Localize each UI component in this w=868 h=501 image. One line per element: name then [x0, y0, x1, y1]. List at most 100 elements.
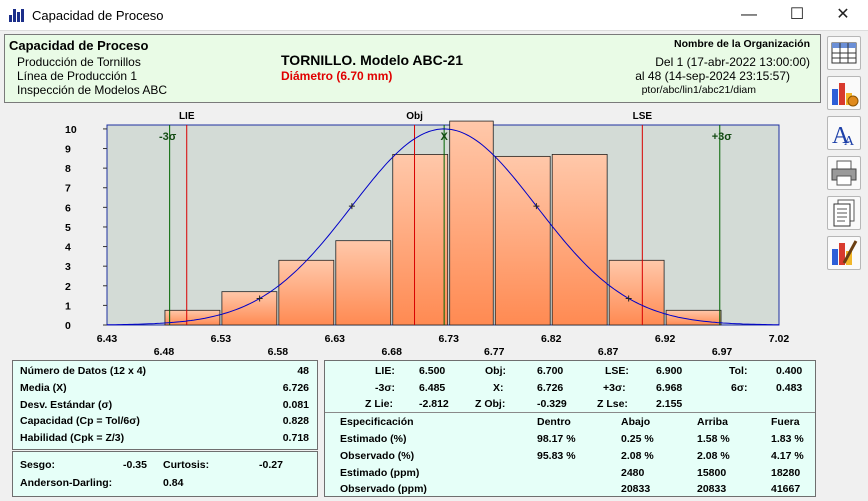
zobj-value: -0.329	[537, 398, 567, 410]
x-label: X:	[493, 382, 504, 394]
obj-label: Obj:	[485, 365, 506, 377]
document-button[interactable]	[827, 196, 861, 230]
y-tick-label: 7	[65, 183, 71, 195]
x-tick-label-top: 6.92	[655, 333, 676, 345]
ref-line-label: Obj	[406, 111, 423, 122]
panel-separator	[325, 412, 815, 413]
zlse-label: Z Lse:	[597, 398, 628, 410]
header-line-2: Línea de Producción 1	[17, 69, 138, 83]
minimize-button[interactable]: —	[741, 6, 757, 23]
spec-row-label: Estimado (%)	[340, 433, 407, 445]
six-sigma-label: 6σ:	[731, 382, 748, 394]
cap-label: Capacidad (Cp = Tol/6σ)	[20, 415, 140, 427]
shape-stats-panel: Sesgo: -0.35 Curtosis: -0.27 Anderson-Da…	[12, 451, 318, 497]
spec-stats-panel: LIE: 6.500 Obj: 6.700 LSE: 6.900 Tol: 0.…	[324, 360, 816, 497]
x-tick-label-top: 7.02	[769, 333, 790, 345]
zobj-label: Z Obj:	[475, 398, 506, 410]
report-header: Capacidad de Proceso Producción de Torni…	[4, 34, 821, 103]
charts-button[interactable]	[827, 76, 861, 110]
histogram-svg: 0 1 2 3 4 5 6 7 8 9 10 6.43 6.53 6.63 6.73 6.82 6.92 7.02…	[65, 111, 790, 358]
x-tick-label-top: 6.73	[438, 333, 459, 345]
close-button[interactable]: ✕	[836, 6, 850, 23]
svg-text:A: A	[844, 134, 855, 149]
spec-cell: 20833	[621, 483, 651, 495]
plus3s-value: 6.968	[656, 382, 683, 394]
svg-text:A: A	[832, 123, 850, 149]
ad-value: 0.84	[163, 477, 184, 489]
characteristic: Diámetro (6.70 mm)	[281, 69, 393, 83]
sesgo-label: Sesgo:	[20, 459, 56, 471]
y-tick-label: 4	[65, 242, 71, 254]
date-to: al 48 (14-sep-2024 23:15:57)	[635, 69, 790, 83]
date-from: Del 1 (17-abr-2022 13:00:00)	[655, 55, 810, 69]
spec-cell: 2480	[621, 467, 645, 479]
spec-cell: 41667	[771, 483, 801, 495]
y-tick-label: 9	[65, 144, 71, 156]
x-tick-label-top: 6.63	[325, 333, 346, 345]
ref-line-label: -3σ	[159, 131, 177, 143]
obj-value: 6.700	[537, 365, 564, 377]
printer-icon	[831, 160, 857, 186]
lse-value: 6.900	[656, 365, 683, 377]
spec-cell: 2.08 %	[621, 450, 654, 462]
histogram-bar	[494, 155, 551, 326]
maximize-button[interactable]: ☐	[789, 6, 805, 23]
curtosis-label: Curtosis:	[163, 459, 210, 471]
y-tick-label: 10	[65, 124, 77, 136]
print-button[interactable]	[827, 156, 861, 190]
histogram-bar	[164, 309, 221, 326]
media-label: Media (X)	[20, 382, 67, 394]
sigma-marker	[348, 203, 355, 210]
hab-label: Habilidad (Cpk = Z/3)	[20, 432, 125, 444]
y-tick-label: 0	[65, 320, 71, 332]
normal-curve	[106, 128, 779, 326]
zlse-value: 2.155	[656, 398, 683, 410]
plus3s-label: +3σ:	[603, 382, 626, 394]
spec-cell: 1.83 %	[771, 433, 804, 445]
cap-value: 0.828	[282, 415, 309, 427]
ref-line-label: X	[440, 131, 448, 143]
zlie-value: -2.812	[419, 398, 449, 410]
tol-value: 0.400	[776, 365, 803, 377]
spec-cell: 20833	[697, 483, 727, 495]
spec-header-3: Arriba	[697, 416, 728, 428]
spec-header-2: Abajo	[621, 416, 651, 428]
x-tick-label-top: 6.82	[541, 333, 562, 345]
table-icon	[831, 42, 857, 64]
spec-cell: 0.25 %	[621, 433, 654, 445]
y-tick-label: 2	[65, 281, 71, 293]
histogram-bar	[608, 259, 665, 326]
x-tick-label-bottom: 6.77	[484, 346, 505, 358]
x-tick-label-bottom: 6.58	[268, 346, 289, 358]
chart-palette-icon	[832, 240, 858, 265]
desv-label: Desv. Estándar (σ)	[20, 399, 113, 411]
lie-value: 6.500	[419, 365, 446, 377]
histogram-bar	[551, 154, 608, 326]
six-sigma-value: 0.483	[776, 382, 803, 394]
lse-label: LSE:	[605, 365, 629, 377]
chart-palette-button[interactable]	[827, 236, 861, 270]
histogram-bar	[392, 154, 449, 326]
spec-cell: 95.83 %	[537, 450, 576, 462]
histogram-bar	[221, 291, 278, 326]
y-tick-label: 5	[65, 222, 71, 234]
n-value: 48	[297, 365, 309, 377]
spec-cell: 4.17 %	[771, 450, 804, 462]
ref-line-label: +3σ	[712, 131, 733, 143]
ad-label: Anderson-Darling:	[20, 477, 113, 489]
spec-header-1: Dentro	[537, 416, 571, 428]
histogram-bar	[335, 240, 392, 326]
heading: Capacidad de Proceso	[9, 38, 149, 53]
header-line-1: Producción de Tornillos	[17, 55, 141, 69]
sesgo-value: -0.35	[123, 459, 147, 471]
y-tick-label: 6	[65, 202, 71, 214]
x-tick-label-top: 6.43	[97, 333, 118, 345]
n-label: Número de Datos (12 x 4)	[20, 365, 147, 377]
sigma-marker	[625, 295, 632, 302]
table-button[interactable]	[827, 36, 861, 70]
hab-value: 0.718	[282, 432, 309, 444]
y-tick-label: 3	[65, 261, 71, 273]
font-button[interactable]: A A	[827, 116, 861, 150]
product-title: TORNILLO. Modelo ABC-21	[281, 52, 463, 68]
desv-value: 0.081	[282, 399, 309, 411]
